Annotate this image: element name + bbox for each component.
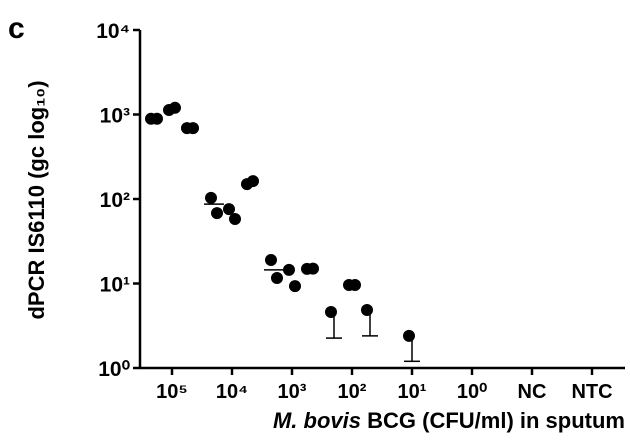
x-axis-label-italic: M. bovis [273,408,361,433]
x-tick-label: NTC [571,381,612,403]
y-tick-label: 10² [100,189,130,212]
data-point [403,329,415,342]
x-tick-label: 10⁵ [156,381,188,403]
panel-label: c [8,12,25,45]
y-tick-label: 10⁰ [98,358,130,381]
data-point [349,278,361,291]
data-point [211,207,223,220]
data-point [247,175,259,188]
data-point [151,112,163,125]
data-point [325,305,337,318]
x-axis-label: M. bovis BCG (CFU/ml) in sputum [273,408,625,433]
data-point [271,272,283,285]
y-tick-label: 10⁴ [96,20,130,43]
x-tick-label: 10⁰ [457,381,487,403]
y-axis-label: dPCR IS6110 (gc log₁₀) [24,80,49,319]
data-point [283,263,295,276]
data-point [223,203,235,216]
data-point [187,122,199,135]
data-point [361,304,373,317]
x-tick-label: 10³ [278,381,307,403]
x-tick-label: NC [518,381,547,403]
data-point [169,101,181,114]
x-tick-label: 10⁴ [216,381,248,403]
data-point [265,253,277,266]
x-tick-label: 10² [338,381,367,403]
data-point [229,212,241,225]
x-axis-label-text: BCG (CFU/ml) in sputum [367,408,625,433]
x-tick-label: 10¹ [398,381,427,403]
data-point [289,280,301,293]
data-point [307,262,319,275]
y-tick-label: 10³ [100,105,130,128]
data-point [205,191,217,204]
y-tick-label: 10¹ [100,274,130,297]
